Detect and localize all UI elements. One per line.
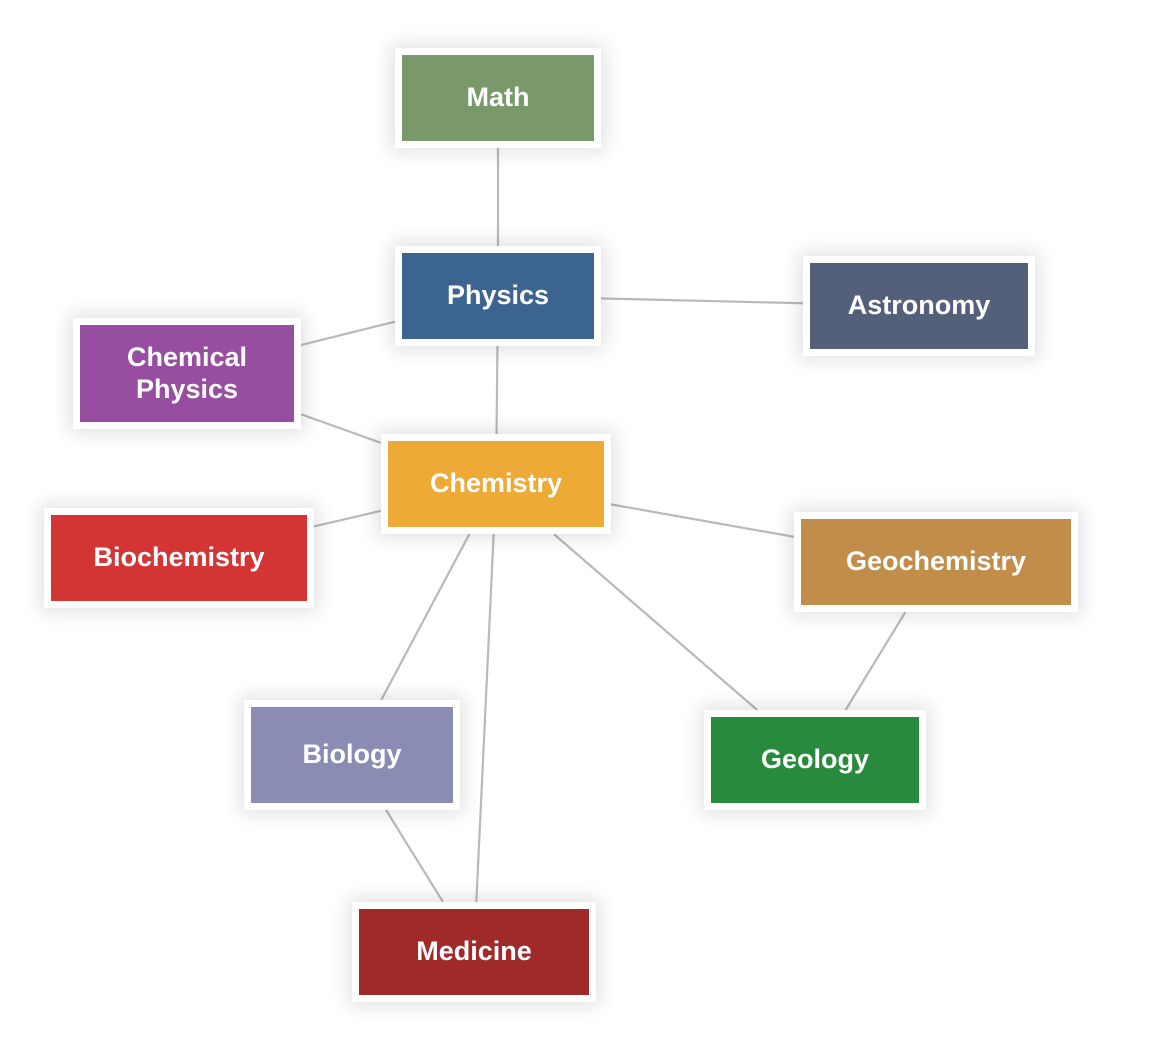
node-label: Math	[467, 82, 530, 113]
node-label: Biochemistry	[93, 542, 264, 573]
node-label: Chemistry	[430, 468, 562, 499]
node-medicine: Medicine	[352, 902, 596, 1002]
node-label: Astronomy	[848, 290, 991, 321]
edge-chemistry-geology	[554, 534, 757, 710]
node-physics: Physics	[395, 246, 601, 346]
edge-chemistry-geochemistry	[611, 504, 794, 536]
edge-physics-astronomy	[601, 298, 803, 303]
edge-chemistry-biochemistry	[314, 511, 381, 527]
node-label: Biology	[303, 739, 402, 770]
edge-chemistry-medicine	[476, 534, 493, 902]
edge-biology-medicine	[386, 810, 443, 902]
edge-chemistry-biology	[381, 534, 469, 700]
node-geochemistry: Geochemistry	[794, 512, 1078, 612]
node-biology: Biology	[244, 700, 460, 810]
edge-chemphys-chemistry	[301, 414, 381, 443]
science-fields-diagram: Math Physics Astronomy Chemical Physics Chem…	[0, 0, 1151, 1050]
node-math: Math	[395, 48, 601, 148]
edge-physics-chemistry	[497, 346, 498, 434]
edge-physics-chemphys	[301, 322, 395, 345]
node-chemistry: Chemistry	[381, 434, 611, 534]
node-label: Geochemistry	[846, 546, 1026, 577]
node-geology: Geology	[704, 710, 926, 810]
edge-geochemistry-geology	[846, 612, 906, 710]
node-chemphys: Chemical Physics	[73, 318, 301, 429]
node-label: Medicine	[416, 936, 532, 967]
node-astronomy: Astronomy	[803, 256, 1035, 356]
node-biochemistry: Biochemistry	[44, 508, 314, 608]
node-label: Geology	[761, 744, 869, 775]
node-label: Chemical Physics	[127, 342, 247, 404]
node-label: Physics	[447, 280, 549, 311]
